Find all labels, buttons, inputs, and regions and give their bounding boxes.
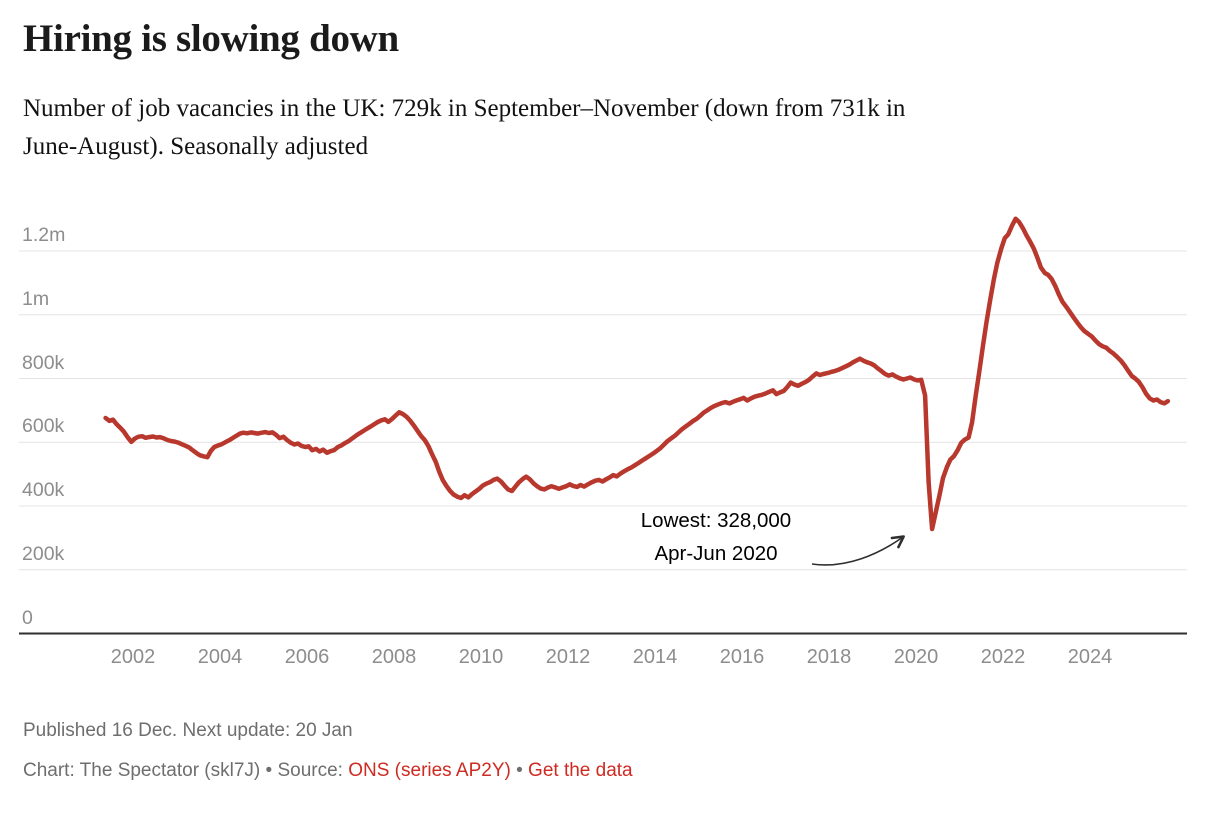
y-axis-label: 800k bbox=[22, 351, 65, 374]
vacancies-series bbox=[103, 216, 1171, 532]
x-axis-label: 2008 bbox=[371, 646, 417, 668]
annotation-lowest: Lowest: 328,000 Apr-Jun 2020 bbox=[566, 504, 866, 570]
footer-credits: Chart: The Spectator (skl7J) • Source: O… bbox=[23, 760, 633, 782]
y-axis-label: 400k bbox=[22, 479, 65, 501]
y-axis-label: 600k bbox=[22, 415, 65, 438]
x-axis-label: 2022 bbox=[980, 646, 1026, 668]
chart-subtitle-line1: Number of job vacancies in the UK: 729k … bbox=[23, 95, 906, 122]
x-axis-label: 2006 bbox=[284, 646, 330, 668]
footer-published: Published 16 Dec. Next update: 20 Jan bbox=[23, 720, 353, 741]
footer-separator: • bbox=[510, 760, 529, 781]
chart-subtitle-line2: June-August). Seasonally adjusted bbox=[23, 133, 369, 160]
x-axis-label: 2012 bbox=[545, 646, 591, 668]
x-axis-label: 2018 bbox=[806, 646, 852, 668]
chart-title: Hiring is slowing down bbox=[23, 17, 399, 60]
footer-chart-credit: Chart: The Spectator (skl7J) • Source: bbox=[23, 760, 349, 781]
y-axis-label: 0 bbox=[22, 606, 33, 629]
y-axis-label: 200k bbox=[22, 542, 65, 565]
source-link[interactable]: ONS (series AP2Y) bbox=[348, 760, 511, 781]
x-axis-label: 2020 bbox=[893, 646, 939, 668]
chart-subtitle: Number of job vacancies in the UK: 729k … bbox=[23, 90, 1203, 166]
annotation-arrow bbox=[811, 535, 905, 566]
x-axis-label: 2016 bbox=[719, 646, 765, 668]
y-axis-label: 1m bbox=[22, 287, 50, 310]
x-axis-label: 2010 bbox=[458, 646, 504, 668]
vacancies-line bbox=[103, 216, 1171, 532]
x-axis-label: 2004 bbox=[197, 646, 243, 668]
x-axis-label: 2014 bbox=[632, 646, 678, 668]
y-axis-label: 1.2m bbox=[22, 224, 66, 246]
gridlines bbox=[19, 250, 1187, 635]
get-data-link[interactable]: Get the data bbox=[528, 760, 633, 781]
x-axis-label: 2002 bbox=[110, 646, 156, 668]
annotation-arrow-group bbox=[811, 535, 905, 566]
x-axis-label: 2024 bbox=[1067, 646, 1113, 668]
annotation-lowest-line2: Apr-Jun 2020 bbox=[654, 542, 778, 565]
annotation-lowest-line1: Lowest: 328,000 bbox=[640, 509, 792, 532]
